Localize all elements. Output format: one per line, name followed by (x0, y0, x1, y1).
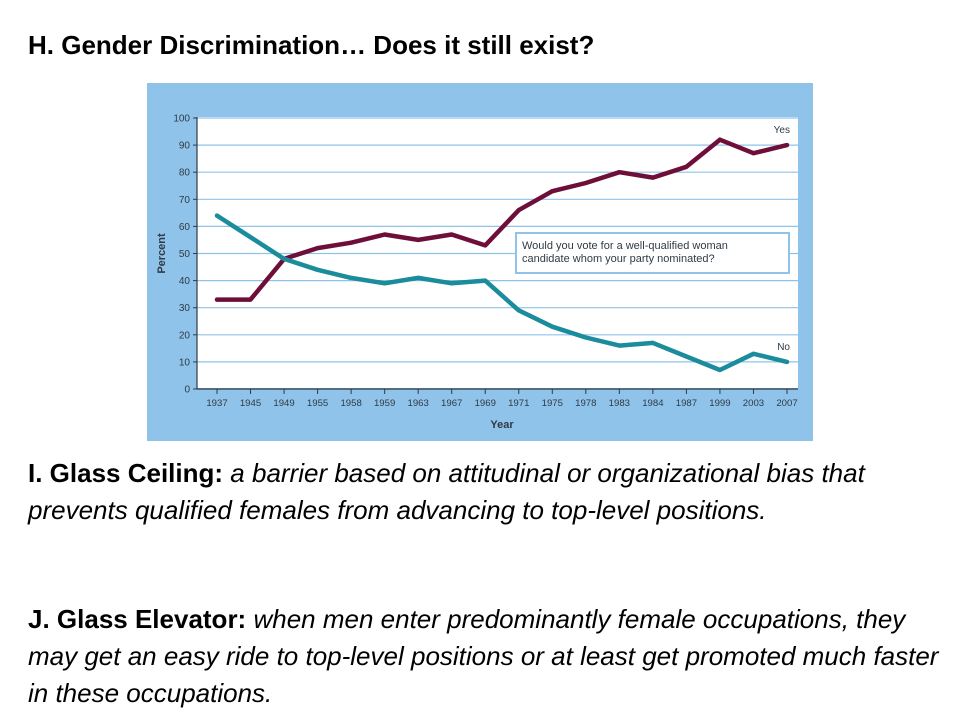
x-tick-label: 1959 (374, 398, 395, 409)
data-point-yes (416, 237, 421, 242)
axes: 0 10 20 30 40 50 60 70 80 90 100 1937 1945 1949 1955 19… (156, 114, 798, 431)
data-point-no (215, 213, 219, 218)
x-tick-label: 1999 (709, 398, 730, 409)
series-label-no: No (777, 342, 790, 353)
x-tick-label: 1983 (609, 398, 630, 409)
data-point-no (382, 281, 387, 286)
data-point-yes (785, 143, 789, 148)
y-tick-label: 100 (173, 114, 190, 125)
data-point-no (315, 267, 320, 272)
annotation: Would you vote for a well-qualified woma… (515, 232, 790, 274)
data-point-no (416, 275, 421, 280)
data-point-yes (349, 240, 354, 245)
y-tick-label: 30 (179, 303, 191, 314)
x-tick-label: 2007 (776, 398, 797, 409)
series-line-no (214, 213, 790, 373)
data-point-no (785, 359, 789, 364)
data-point-no (617, 343, 622, 348)
data-point-yes (516, 208, 521, 213)
glass-elevator-text: when men enter predominantly female occu… (28, 604, 939, 708)
data-point-no (248, 235, 253, 240)
x-tick-label: 1949 (273, 398, 294, 409)
data-point-yes (751, 151, 756, 156)
annotation-box (515, 232, 790, 274)
x-tick-label: 1958 (340, 398, 361, 409)
x-tick-label: 1969 (475, 398, 496, 409)
data-point-no (717, 368, 722, 373)
y-tick-label: 60 (179, 222, 191, 233)
glass-elevator-term: J. Glass Elevator: (28, 604, 247, 634)
series-lines: Yes No (214, 125, 790, 373)
y-tick-label: 0 (184, 385, 190, 396)
x-tick-label: 1945 (240, 398, 261, 409)
data-point-no (449, 281, 454, 286)
data-point-no (550, 324, 555, 329)
y-tick-label: 50 (179, 249, 191, 260)
data-point-yes (550, 189, 555, 194)
data-point-no (282, 256, 287, 261)
data-point-yes (315, 246, 320, 251)
y-tick-label: 90 (179, 141, 191, 152)
data-point-yes (717, 137, 722, 142)
data-point-no (583, 335, 588, 340)
glass-ceiling-definition: I. Glass Ceiling: a barrier based on att… (28, 455, 943, 529)
data-point-yes (483, 243, 488, 248)
data-point-yes (248, 297, 253, 302)
x-tick-label: 1955 (307, 398, 328, 409)
x-axis-title: Year (490, 419, 514, 431)
series-line-yes (214, 137, 790, 302)
line-chart: 0 10 20 30 40 50 60 70 80 90 100 1937 1945 1949 1955 19… (147, 83, 813, 441)
data-point-no (751, 351, 756, 356)
data-point-no (684, 354, 689, 359)
y-tick-label: 20 (179, 330, 191, 341)
glass-ceiling-text: a barrier based on attitudinal or organi… (28, 458, 865, 525)
y-axis-title: Percent (156, 233, 168, 274)
y-tick-label: 70 (179, 195, 191, 206)
series-label-yes: Yes (774, 125, 790, 136)
x-tick-label: 1978 (575, 398, 596, 409)
data-point-no (516, 308, 521, 313)
x-tick-label: 2003 (743, 398, 764, 409)
x-tick-label: 1967 (441, 398, 462, 409)
y-tick-label: 40 (179, 276, 191, 287)
data-point-yes (684, 164, 689, 169)
data-point-yes (583, 181, 588, 186)
y-tick-label: 10 (179, 357, 191, 368)
data-point-no (650, 340, 655, 345)
data-point-no (349, 275, 354, 280)
x-tick-label: 1987 (676, 398, 697, 409)
data-point-yes (617, 170, 622, 175)
data-point-yes (382, 232, 387, 237)
x-tick-label: 1963 (408, 398, 429, 409)
x-tick-label: 1971 (508, 398, 529, 409)
x-tick-label: 1937 (206, 398, 227, 409)
x-tick-label: 1975 (542, 398, 563, 409)
data-point-yes (215, 297, 219, 302)
data-point-yes (650, 175, 655, 180)
y-tick-label: 80 (179, 168, 191, 179)
annotation-text: Would you vote for a well-qualified woma… (522, 240, 728, 265)
glass-ceiling-term: I. Glass Ceiling: (28, 458, 224, 488)
chart-panel: 0 10 20 30 40 50 60 70 80 90 100 1937 1945 1949 1955 19… (147, 83, 813, 441)
glass-elevator-definition: J. Glass Elevator: when men enter predom… (28, 601, 943, 712)
data-point-no (483, 278, 488, 283)
slide-heading: H. Gender Discrimination… Does it still … (28, 30, 595, 60)
data-point-yes (449, 232, 454, 237)
x-tick-label: 1984 (642, 398, 664, 409)
